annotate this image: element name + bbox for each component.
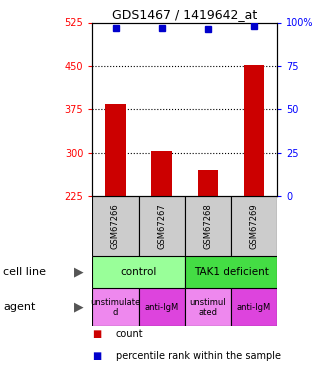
- Text: ▶: ▶: [74, 266, 84, 279]
- Text: ▶: ▶: [74, 301, 84, 314]
- Text: TAK1 deficient: TAK1 deficient: [194, 267, 268, 277]
- Bar: [185, 256, 277, 288]
- Bar: [92, 256, 185, 288]
- Bar: [139, 288, 185, 326]
- Bar: [92, 196, 139, 256]
- Bar: [105, 104, 126, 196]
- Text: agent: agent: [3, 302, 36, 312]
- Text: anti-IgM: anti-IgM: [237, 303, 271, 312]
- Title: GDS1467 / 1419642_at: GDS1467 / 1419642_at: [112, 8, 257, 21]
- Bar: [197, 170, 218, 196]
- Text: control: control: [120, 267, 157, 277]
- Bar: [92, 288, 139, 326]
- Text: ■: ■: [92, 351, 102, 361]
- Bar: [185, 196, 231, 256]
- Text: unstimul
ated: unstimul ated: [190, 298, 226, 317]
- Bar: [151, 151, 172, 196]
- Bar: [231, 288, 277, 326]
- Bar: [244, 65, 264, 196]
- Text: ■: ■: [92, 329, 102, 339]
- Text: GSM67267: GSM67267: [157, 203, 166, 249]
- Bar: [139, 196, 185, 256]
- Bar: [231, 196, 277, 256]
- Text: percentile rank within the sample: percentile rank within the sample: [115, 351, 280, 361]
- Text: GSM67266: GSM67266: [111, 203, 120, 249]
- Text: GSM67269: GSM67269: [249, 203, 259, 249]
- Text: count: count: [115, 329, 143, 339]
- Text: unstimulate
d: unstimulate d: [90, 298, 141, 317]
- Text: cell line: cell line: [3, 267, 46, 277]
- Text: anti-IgM: anti-IgM: [145, 303, 179, 312]
- Text: GSM67268: GSM67268: [203, 203, 213, 249]
- Bar: [185, 288, 231, 326]
